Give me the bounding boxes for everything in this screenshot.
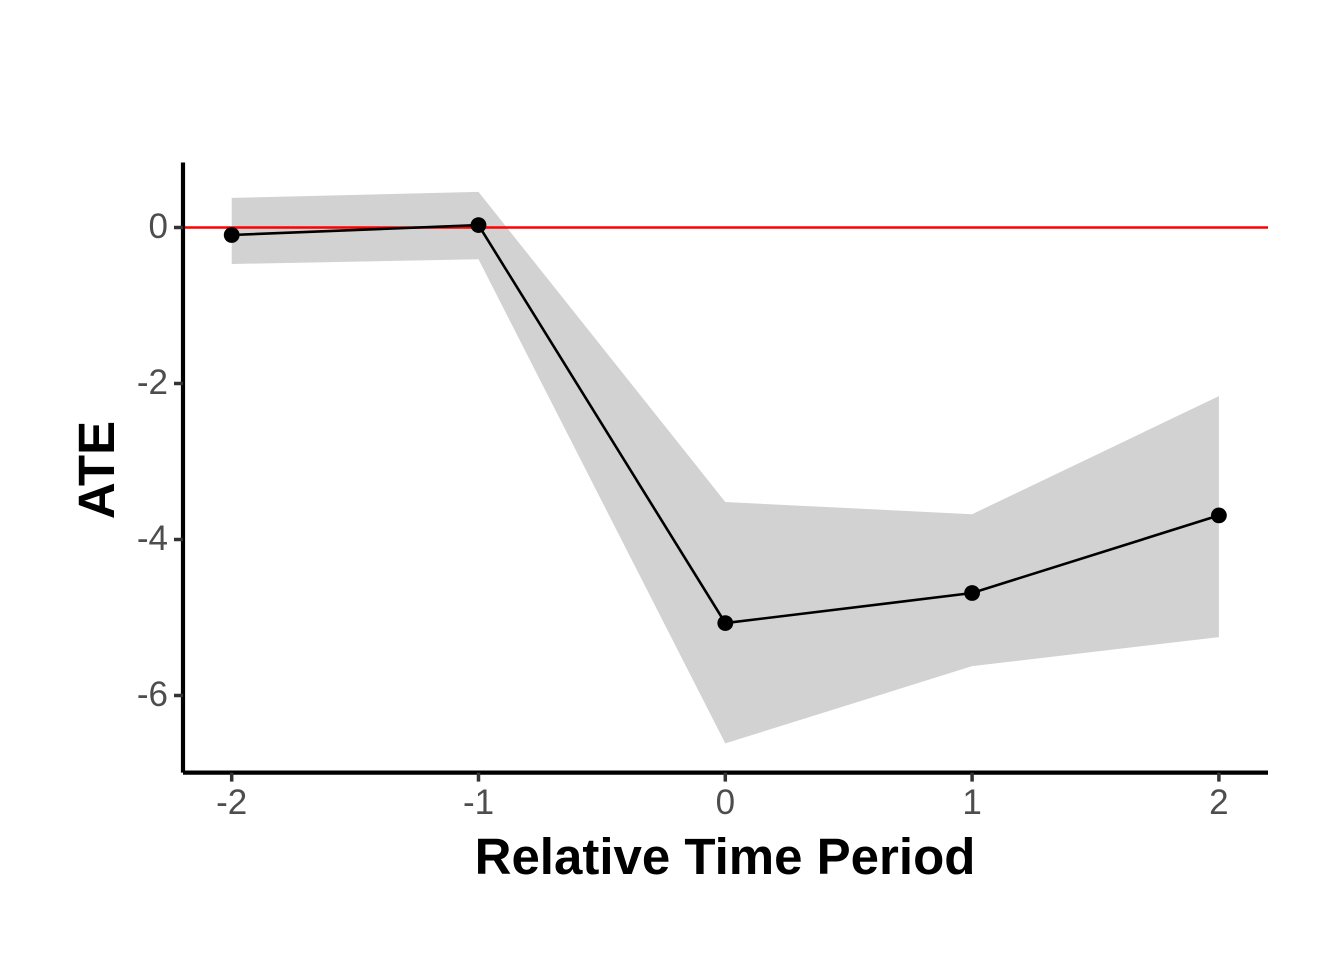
svg-text:0: 0 — [716, 783, 735, 822]
svg-text:-1: -1 — [463, 783, 494, 822]
svg-text:ATE: ATE — [68, 421, 125, 519]
svg-text:-2: -2 — [216, 783, 247, 822]
svg-text:1: 1 — [962, 783, 981, 822]
svg-text:-4: -4 — [137, 519, 168, 558]
svg-text:-2: -2 — [137, 363, 168, 402]
svg-text:2: 2 — [1209, 783, 1228, 822]
svg-text:Relative Time Period: Relative Time Period — [475, 828, 976, 885]
svg-text:0: 0 — [149, 207, 168, 246]
svg-text:-6: -6 — [137, 675, 168, 714]
